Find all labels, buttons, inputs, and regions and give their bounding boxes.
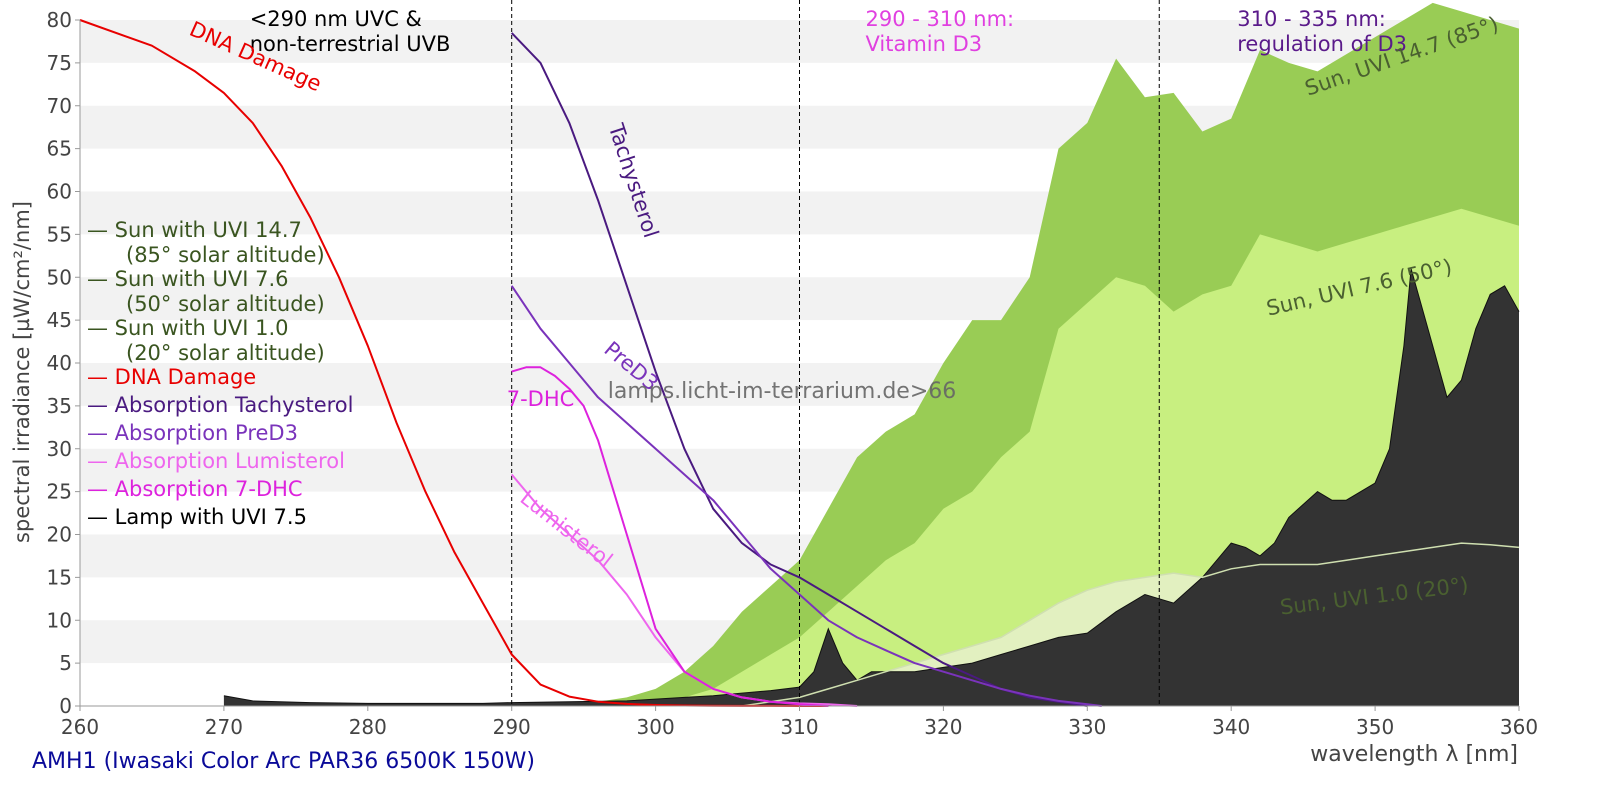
legend-item: — DNA Damage bbox=[87, 365, 256, 389]
curve-absorption-tachysterol bbox=[510, 32, 1088, 707]
x-tick-label: 260 bbox=[61, 715, 99, 739]
band-heading: <290 nm UVC & bbox=[250, 7, 422, 31]
legend-item: — Sun with UVI 7.6 bbox=[87, 267, 289, 291]
band-divider-lines bbox=[511, 0, 1160, 706]
legend-item-detail: (50° solar altitude) bbox=[126, 292, 325, 316]
x-tick-label: 350 bbox=[1356, 715, 1394, 739]
band-heading: non-terrestrial UVB bbox=[250, 32, 451, 56]
legend-item: — Sun with UVI 1.0 bbox=[87, 316, 289, 340]
x-tick-label: 300 bbox=[637, 715, 675, 739]
legend-item: — Absorption PreD3 bbox=[87, 421, 298, 445]
axes: 260 270 280 290 300 310 320 330 340 350 360 0 5 10 15 2… bbox=[47, 8, 1539, 739]
annotation-7-dhc: 7-DHC bbox=[507, 387, 575, 411]
chart-caption: AMH1 (Iwasaki Color Arc PAR36 6500K 150W… bbox=[32, 749, 535, 774]
band-heading: 290 - 310 nm: bbox=[866, 7, 1015, 31]
curve-absorption-7-dhc bbox=[511, 366, 829, 707]
y-tick-label: 55 bbox=[47, 222, 72, 246]
x-axis-label: wavelength λ [nm] bbox=[1310, 742, 1518, 767]
x-tick-label: 320 bbox=[924, 715, 962, 739]
y-tick-label: 5 bbox=[59, 651, 72, 675]
line-sun-uvi-1-0-20 bbox=[741, 542, 1520, 707]
y-tick-label: 30 bbox=[47, 437, 72, 461]
y-tick-label: 65 bbox=[47, 137, 72, 161]
x-tick-label: 290 bbox=[493, 715, 531, 739]
y-tick-label: 35 bbox=[47, 394, 72, 418]
watermark: lamps.licht-im-terrarium.de>66 bbox=[608, 379, 957, 404]
y-tick-label: 10 bbox=[47, 608, 72, 632]
band-heading: 310 - 335 nm: bbox=[1237, 7, 1386, 31]
y-tick-label: 20 bbox=[47, 523, 72, 547]
band-heading: Vitamin D3 bbox=[866, 32, 983, 56]
line-lamp-with-uvi-7-5 bbox=[223, 268, 1520, 704]
y-tick-label: 25 bbox=[47, 480, 72, 504]
x-tick-label: 330 bbox=[1068, 715, 1106, 739]
legend-item: — Absorption Tachysterol bbox=[87, 393, 353, 417]
y-tick-label: 0 bbox=[59, 694, 72, 718]
legend: — Sun with UVI 14.7(85° solar altitude)—… bbox=[87, 218, 353, 529]
y-tick-label: 75 bbox=[47, 51, 72, 75]
y-tick-label: 15 bbox=[47, 565, 72, 589]
x-tick-label: 360 bbox=[1500, 715, 1538, 739]
y-tick-label: 70 bbox=[47, 94, 72, 118]
y-axis-label: spectral irradiance [µW/cm²/nm] bbox=[10, 201, 34, 543]
x-tick-label: 280 bbox=[349, 715, 387, 739]
band-heading: regulation of D3 bbox=[1237, 32, 1407, 56]
y-tick-label: 60 bbox=[47, 180, 72, 204]
legend-item: — Absorption 7-DHC bbox=[87, 477, 303, 501]
y-tick-label: 80 bbox=[47, 8, 72, 32]
curve-absorption-pred3 bbox=[510, 285, 1102, 707]
y-tick-label: 40 bbox=[47, 351, 72, 375]
x-tick-label: 270 bbox=[205, 715, 243, 739]
grid-stripe bbox=[80, 20, 1519, 63]
y-tick-label: 45 bbox=[47, 308, 72, 332]
area-lamp-with-uvi-7-5 bbox=[223, 268, 1519, 706]
series-areas bbox=[223, 2, 1520, 707]
legend-item-detail: (85° solar altitude) bbox=[126, 243, 325, 267]
legend-item: — Sun with UVI 14.7 bbox=[87, 218, 302, 242]
y-tick-label: 50 bbox=[47, 265, 72, 289]
x-tick-label: 340 bbox=[1212, 715, 1250, 739]
legend-item: — Absorption Lumisterol bbox=[87, 449, 345, 473]
legend-item-detail: (20° solar altitude) bbox=[126, 341, 325, 365]
legend-item: — Lamp with UVI 7.5 bbox=[87, 505, 307, 529]
x-tick-label: 310 bbox=[780, 715, 818, 739]
